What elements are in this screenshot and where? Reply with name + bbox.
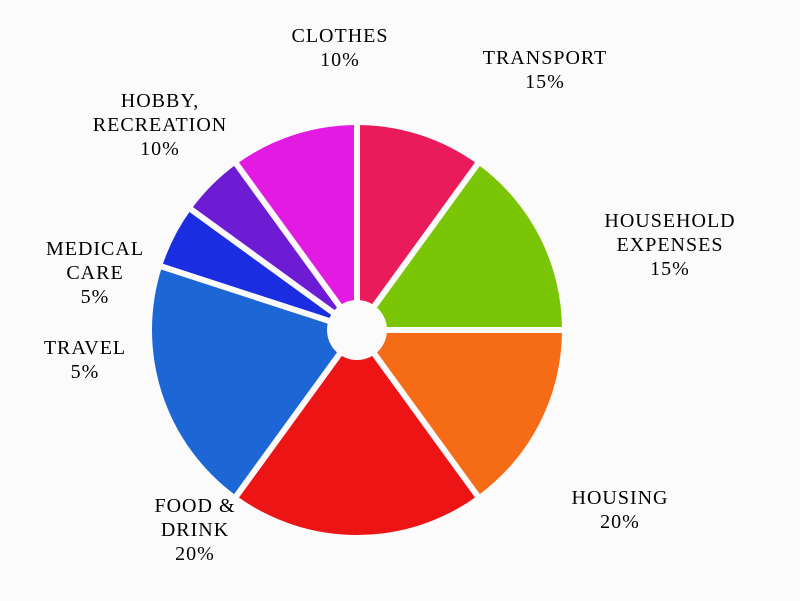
slice-label-1: TRANSPORT 15% (483, 46, 608, 94)
slice-label-4: FOOD & DRINK 20% (154, 494, 235, 566)
slice-label-5: TRAVEL 5% (44, 336, 126, 384)
slice-label-6: MEDICAL CARE 5% (46, 237, 144, 309)
pie-chart-container: CLOTHES 10% TRANSPORT 15% HOUSEHOLD EXPENS… (0, 0, 800, 601)
slice-label-2: HOUSEHOLD EXPENSES 15% (604, 209, 735, 281)
slice-label-7: HOBBY, RECREATION 10% (93, 89, 227, 161)
slice-label-0: CLOTHES 10% (292, 24, 389, 72)
pie-center-hole (327, 300, 387, 360)
slice-label-3: HOUSING 20% (572, 486, 669, 534)
